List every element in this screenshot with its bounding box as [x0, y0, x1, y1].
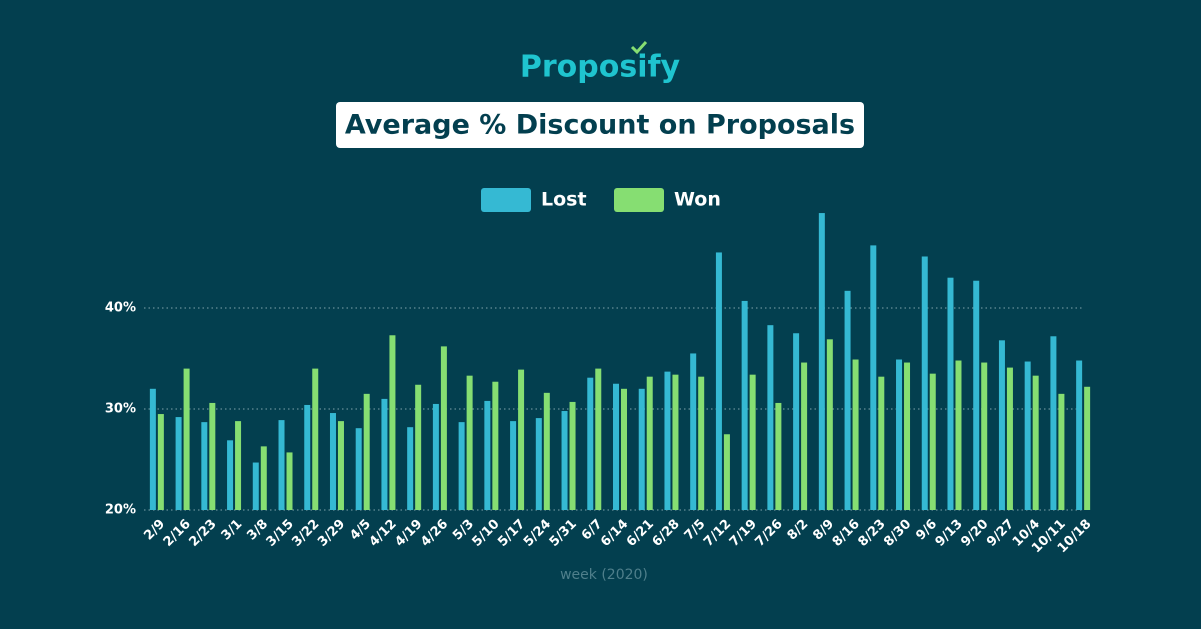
bar	[929, 373, 936, 510]
bar	[587, 377, 594, 510]
bar	[723, 434, 730, 510]
bar	[381, 398, 388, 510]
chart-title: Average % Discount on Proposals	[345, 110, 855, 141]
legend-label: Lost	[541, 189, 587, 211]
bar	[870, 245, 877, 510]
bar	[286, 452, 293, 510]
bar	[440, 346, 447, 510]
bar	[1076, 360, 1083, 510]
bar	[638, 388, 645, 510]
legend-swatch	[614, 188, 664, 212]
bar	[1006, 367, 1013, 510]
bar	[432, 403, 439, 510]
bar	[613, 383, 619, 510]
bar	[672, 374, 679, 510]
bar	[715, 252, 722, 510]
bar	[415, 384, 422, 510]
bar	[175, 417, 182, 510]
bar	[981, 362, 988, 510]
bar	[1032, 375, 1039, 510]
bar	[595, 368, 602, 510]
y-tick-label: 20%	[105, 503, 136, 518]
bar	[518, 369, 525, 510]
bar	[510, 421, 517, 510]
bar	[1024, 361, 1031, 510]
bar	[690, 353, 697, 510]
bar	[801, 362, 808, 510]
bar	[896, 359, 903, 510]
bar	[252, 462, 259, 510]
bar	[1058, 393, 1065, 510]
bar	[312, 368, 319, 510]
bar	[458, 422, 465, 510]
bar	[775, 402, 782, 510]
x-axis-title: week (2020)	[560, 567, 648, 583]
bar	[157, 414, 164, 510]
bar	[741, 300, 748, 510]
bar	[698, 376, 705, 510]
bar	[407, 427, 414, 510]
bar	[904, 362, 911, 510]
bar	[1084, 386, 1091, 510]
bar	[844, 290, 851, 510]
bar	[1050, 336, 1057, 510]
title-box	[336, 102, 864, 148]
bar	[646, 376, 653, 510]
bar	[947, 277, 954, 510]
logo-check	[630, 40, 648, 55]
legend-swatch	[481, 188, 531, 212]
bar	[278, 420, 285, 510]
bar	[337, 421, 344, 510]
bar	[818, 213, 825, 510]
bar	[304, 404, 311, 510]
bar	[664, 371, 671, 510]
bar	[543, 392, 550, 510]
bar	[569, 401, 576, 510]
bar	[973, 280, 980, 510]
bar	[921, 256, 928, 510]
bar	[183, 368, 190, 510]
bar	[621, 388, 627, 510]
bar	[535, 418, 542, 510]
bar	[852, 359, 859, 510]
bar	[484, 400, 491, 510]
bar	[826, 339, 833, 510]
bar	[329, 413, 336, 510]
bar	[955, 360, 962, 510]
bar	[227, 440, 234, 510]
bar	[749, 374, 756, 510]
bar	[561, 411, 568, 510]
bar	[492, 381, 499, 510]
bar	[767, 325, 774, 510]
y-tick-label: 40%	[105, 301, 136, 316]
bar	[466, 375, 473, 510]
logo: Proposify	[520, 50, 681, 85]
legend-label: Won	[674, 189, 721, 211]
bar	[149, 388, 156, 510]
bar	[389, 335, 396, 510]
bar	[878, 376, 885, 510]
bar	[209, 402, 216, 510]
bar	[235, 421, 242, 510]
bar	[260, 446, 267, 510]
y-tick-label: 30%	[105, 402, 136, 417]
bar	[793, 333, 800, 510]
bar	[998, 340, 1005, 510]
bar	[201, 422, 208, 510]
bar	[363, 393, 370, 510]
bar	[355, 428, 362, 510]
